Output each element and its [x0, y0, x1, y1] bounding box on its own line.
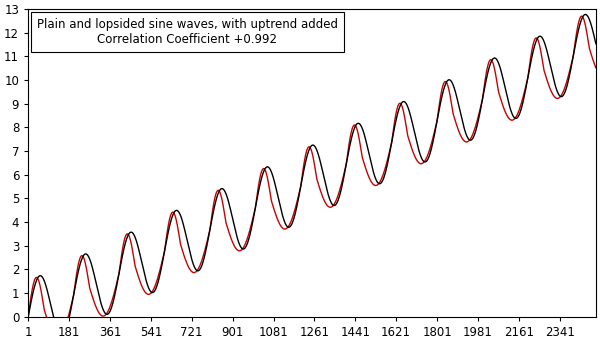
Text: Plain and lopsided sine waves, with uptrend added
Correlation Coefficient +0.992: Plain and lopsided sine waves, with uptr… [37, 19, 338, 46]
